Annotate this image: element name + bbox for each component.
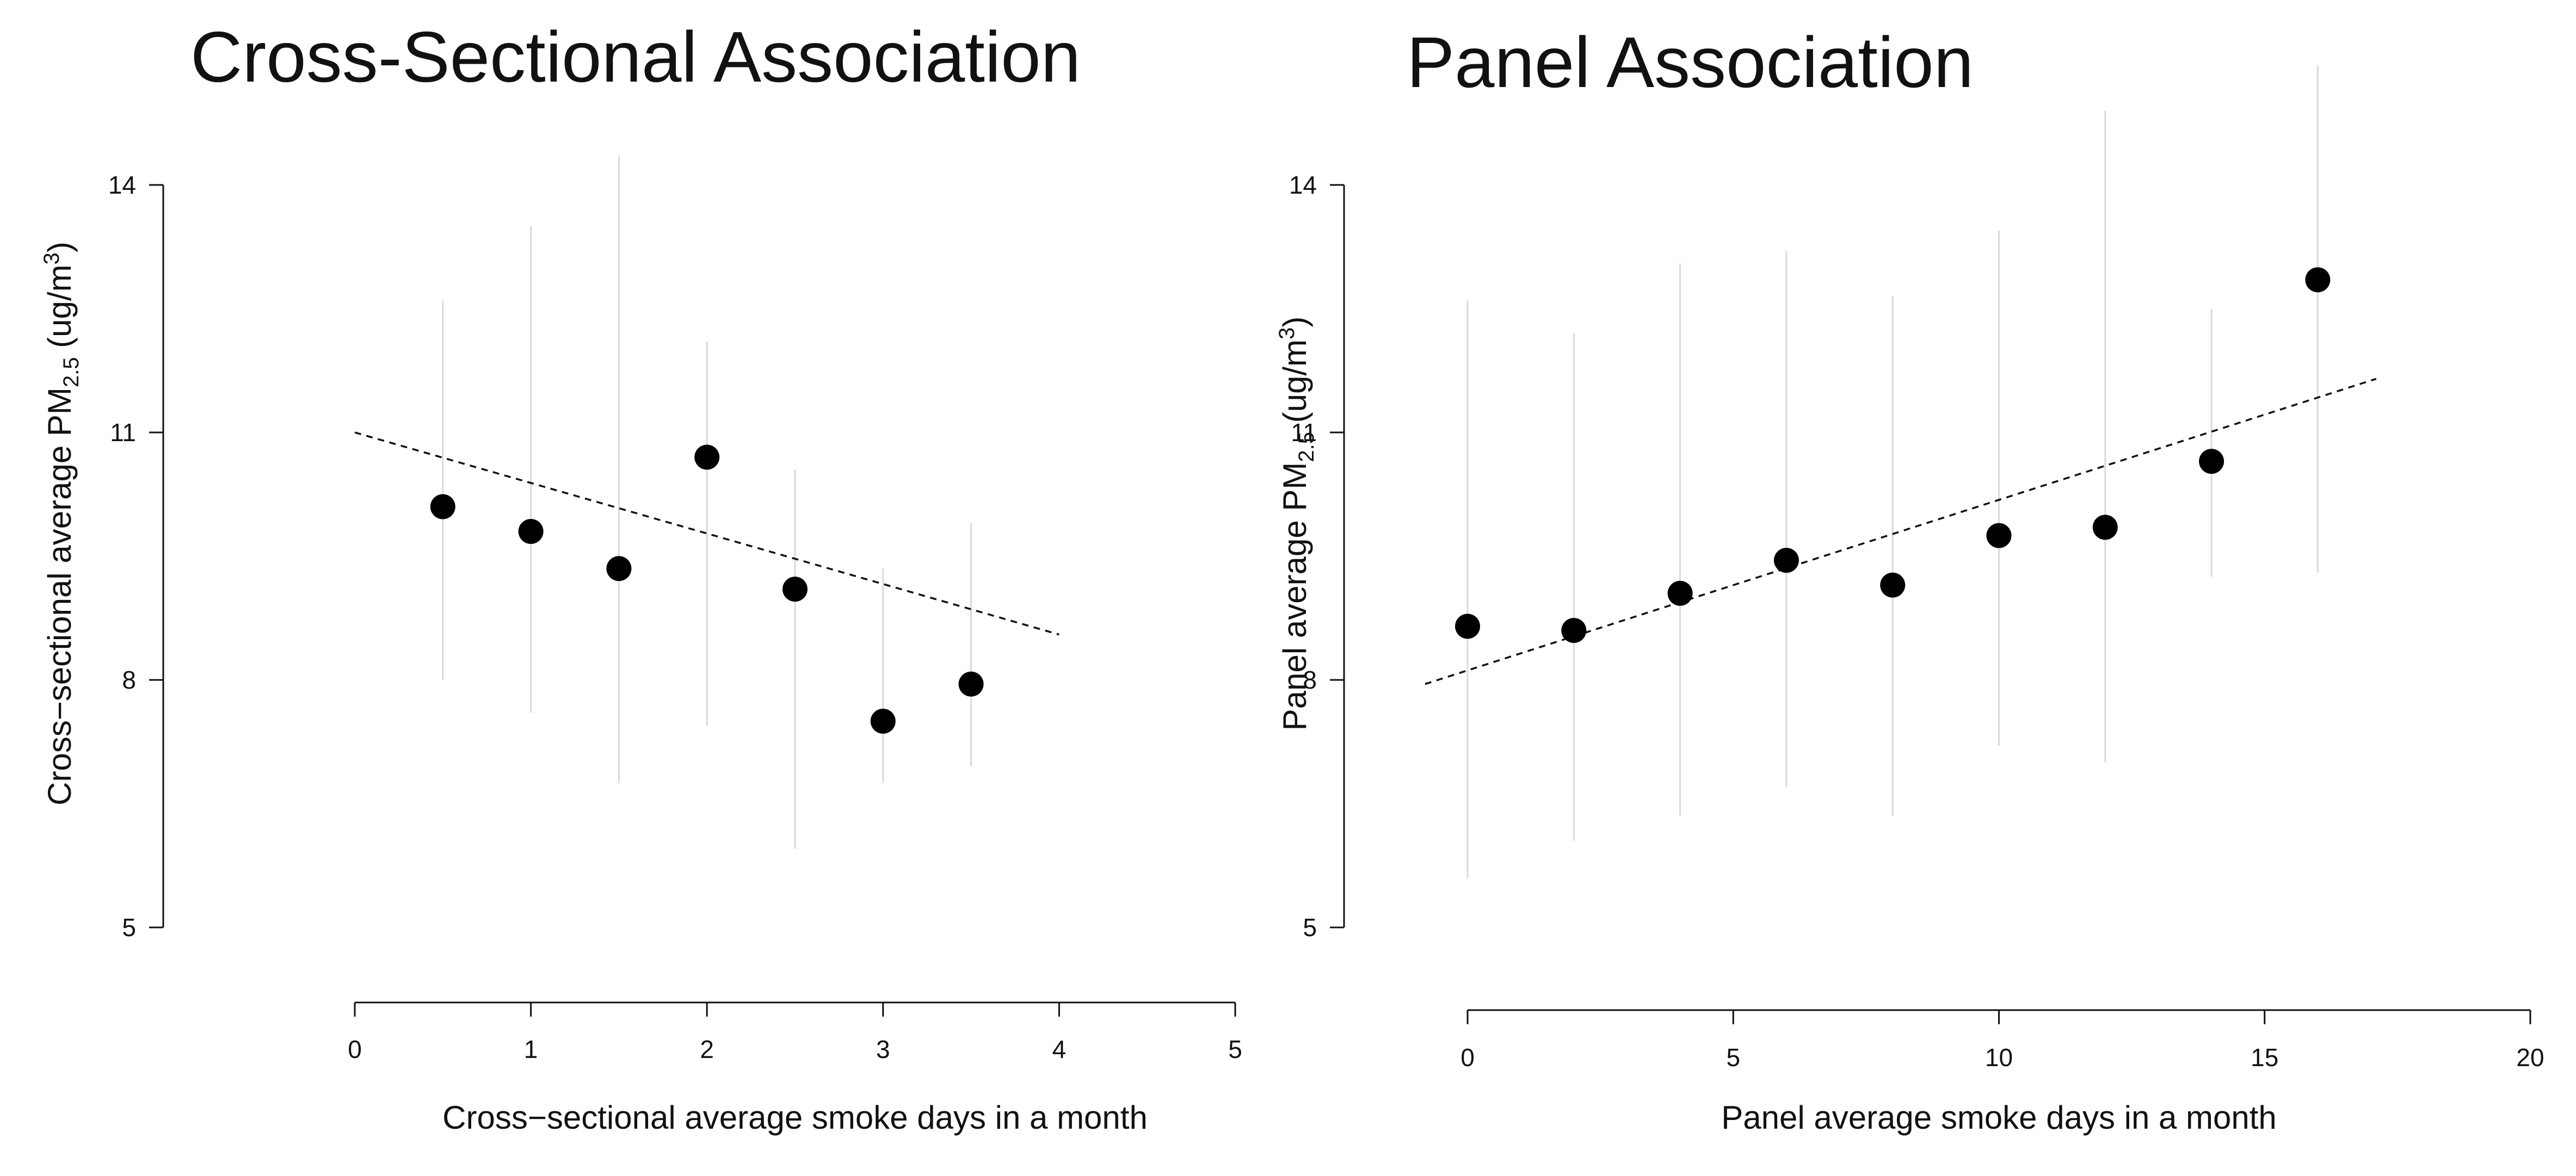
x-tick-label: 15	[2251, 1043, 2278, 1072]
y-axis-label-superscript: 3	[1275, 327, 1299, 339]
data-point	[606, 556, 632, 581]
y-axis-label-subscript: 2.5	[59, 357, 83, 387]
data-point	[958, 671, 984, 697]
y-axis-label: Cross−sectional average PM2.5 (ug/m3)	[40, 242, 83, 806]
data-point	[2199, 449, 2224, 474]
data-point	[430, 494, 455, 519]
y-axis-label-unit: (ug/m	[41, 264, 78, 357]
y-axis-label-main: Cross−sectional average PM	[41, 387, 78, 806]
panel-chart: Panel Association 5 8 11 14 0 5 10 15 20 Panel ave…	[1275, 22, 2544, 1136]
x-tick-label: 5	[1726, 1043, 1740, 1072]
y-tick-label: 14	[108, 171, 136, 199]
y-tick-label: 8	[122, 666, 136, 694]
x-tick-label: 20	[2516, 1043, 2544, 1072]
x-axis-label: Cross−sectional average smoke days in a …	[442, 1099, 1148, 1136]
x-tick-label: 10	[1985, 1043, 2013, 1072]
y-tick-label: 14	[1289, 171, 1317, 199]
chart-title: Cross-Sectional Association	[190, 17, 1081, 97]
y-tick-label: 5	[122, 913, 136, 942]
data-point	[1880, 572, 1906, 598]
data-point	[1986, 523, 2012, 548]
chart-title: Panel Association	[1407, 22, 1974, 102]
y-axis-label-main: Panel average PM	[1277, 462, 1313, 731]
data-point	[870, 708, 896, 734]
data-point	[518, 519, 544, 544]
x-tick-label: 5	[1228, 1035, 1242, 1063]
x-tick-label: 2	[700, 1035, 714, 1063]
y-tick-label: 11	[110, 418, 136, 447]
y-axis-label-close: )	[1277, 317, 1313, 327]
cross-sectional-chart: Cross-Sectional Association 5 8 11 14 0 1 2 3 4 5 C…	[40, 17, 1242, 1136]
x-tick-label: 1	[524, 1035, 538, 1063]
data-point	[1455, 614, 1480, 639]
data-point	[1773, 548, 1799, 573]
data-point	[1667, 580, 1693, 606]
y-axis-label: Panel average PM2.5 (ug/m3)	[1275, 317, 1318, 731]
y-tick-label: 8	[1303, 666, 1317, 694]
y-axis-label-unit: (ug/m	[1277, 339, 1313, 432]
x-tick-label: 0	[1460, 1043, 1475, 1072]
x-tick-label: 4	[1052, 1035, 1067, 1063]
data-point	[782, 577, 808, 602]
trend-line	[354, 431, 1059, 636]
data-point	[694, 444, 720, 470]
y-axis-label-superscript: 3	[40, 252, 64, 264]
trend-line	[1425, 377, 2377, 685]
data-point	[1561, 618, 1587, 643]
x-tick-label: 3	[876, 1035, 890, 1063]
data-point	[2092, 515, 2118, 540]
y-tick-label: 11	[1291, 418, 1317, 447]
y-tick-label: 5	[1303, 913, 1317, 942]
y-axis-label-close: )	[41, 242, 78, 252]
y-axis-label-subscript: 2.5	[1295, 432, 1318, 462]
x-tick-label: 0	[348, 1035, 362, 1063]
x-axis-label: Panel average smoke days in a month	[1721, 1099, 2277, 1136]
data-point	[2305, 267, 2331, 293]
